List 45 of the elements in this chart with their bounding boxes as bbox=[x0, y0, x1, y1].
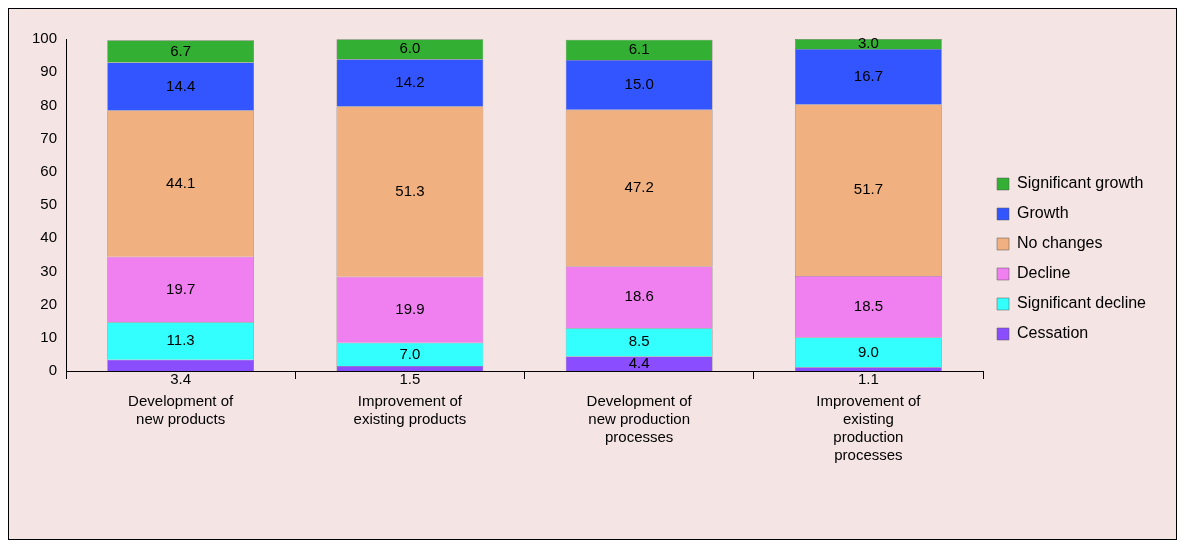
data-label: 8.5 bbox=[628, 332, 650, 350]
data-label: 6.0 bbox=[399, 39, 421, 57]
data-label: 18.6 bbox=[624, 287, 654, 305]
y-tick-label: 10 bbox=[40, 327, 58, 345]
data-label: 1.1 bbox=[857, 370, 879, 388]
y-tick-label: 30 bbox=[40, 261, 58, 279]
data-label: 44.1 bbox=[166, 173, 196, 191]
data-label: 6.1 bbox=[628, 39, 650, 57]
y-tick-label: 90 bbox=[40, 62, 58, 80]
data-label: 18.5 bbox=[853, 296, 884, 314]
data-label: 6.7 bbox=[170, 41, 192, 59]
y-tick-label: 20 bbox=[40, 294, 58, 312]
data-label: 3.4 bbox=[170, 370, 192, 388]
data-label: 11.3 bbox=[166, 331, 195, 349]
legend-label: No changes bbox=[1017, 234, 1103, 252]
data-label: 14.4 bbox=[166, 76, 196, 94]
x-tick-label: Development of new production processes bbox=[586, 392, 693, 446]
data-label: 4.4 bbox=[628, 353, 650, 371]
legend-label: Growth bbox=[1017, 204, 1069, 222]
data-label: 7.0 bbox=[399, 344, 421, 362]
legend-label: Significant growth bbox=[1017, 174, 1144, 192]
data-label: 14.2 bbox=[395, 72, 425, 90]
y-tick-label: 100 bbox=[32, 29, 58, 47]
data-label: 15.0 bbox=[624, 74, 654, 92]
x-tick-label: Development of new products bbox=[128, 392, 235, 428]
data-label: 51.3 bbox=[395, 181, 425, 199]
y-tick-label: 0 bbox=[48, 361, 58, 379]
data-label: 3.0 bbox=[857, 34, 879, 52]
legend-label: Significant decline bbox=[1017, 294, 1147, 312]
data-label: 1.5 bbox=[399, 370, 421, 388]
y-tick-label: 40 bbox=[40, 228, 58, 246]
data-label: 19.7 bbox=[166, 279, 196, 297]
y-tick-label: 50 bbox=[40, 195, 58, 213]
data-label: 16.7 bbox=[853, 66, 884, 84]
y-tick-label: 70 bbox=[40, 128, 58, 146]
y-tick-label: 60 bbox=[40, 161, 58, 179]
legend-label: Decline bbox=[1017, 264, 1071, 282]
data-label: 19.9 bbox=[395, 299, 425, 317]
legend-label: Cessation bbox=[1017, 324, 1089, 342]
data-label: 47.2 bbox=[624, 178, 654, 196]
y-tick-label: 80 bbox=[40, 95, 58, 113]
x-tick-label: Improvement of existing production processes bbox=[816, 392, 922, 464]
data-label: 9.0 bbox=[857, 342, 879, 360]
data-label: 51.7 bbox=[853, 180, 884, 198]
x-tick-label: Improvement of existing products bbox=[353, 392, 467, 428]
